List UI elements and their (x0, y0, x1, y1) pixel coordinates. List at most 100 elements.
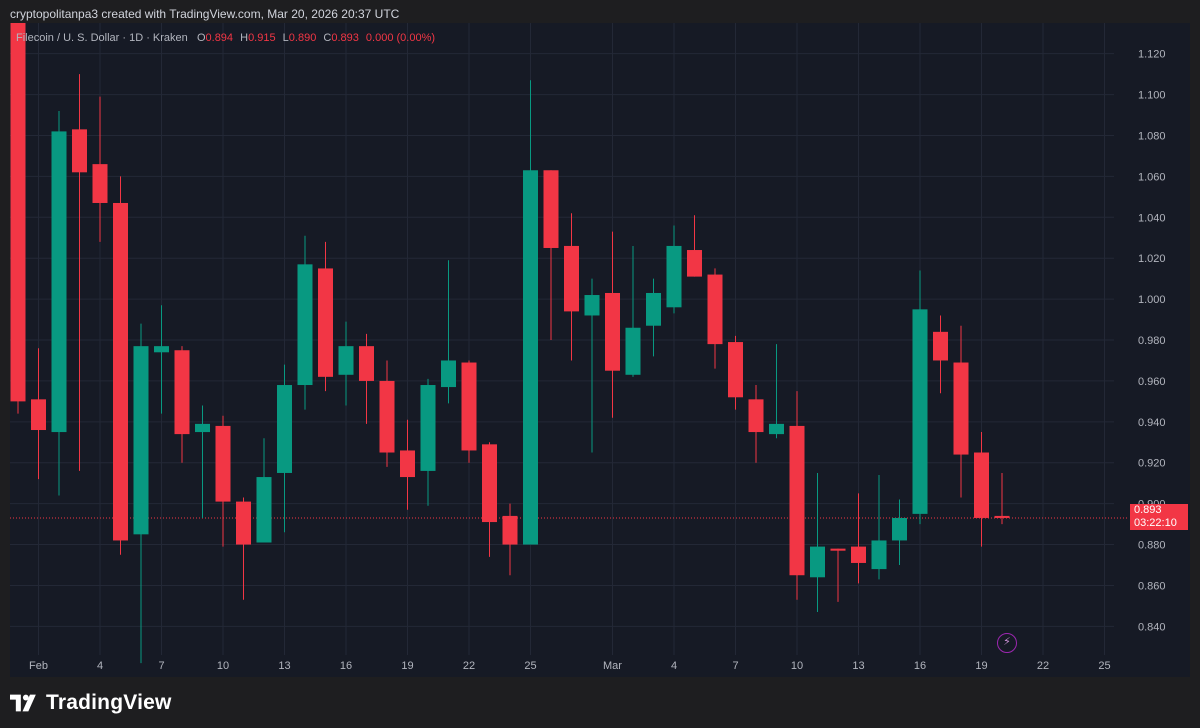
candle-body (974, 452, 989, 518)
candle (113, 176, 128, 555)
candle (564, 213, 579, 361)
price-tick-label: 0.960 (1138, 376, 1166, 388)
candle-body (215, 425, 231, 502)
candle (133, 323, 149, 664)
date-tick-label: 22 (463, 660, 475, 672)
candle-body (318, 268, 333, 377)
candle-body (666, 245, 682, 308)
candle (502, 503, 518, 576)
candle (461, 360, 477, 463)
chart-pane[interactable]: 1.120 1.100 1.080 1.060 1.040 1.020 1.000 0.980… (10, 23, 1190, 677)
candle-body (994, 515, 1010, 518)
candle-body (748, 399, 764, 433)
candle (584, 278, 600, 453)
date-tick-label: Feb (29, 660, 48, 672)
candle (215, 415, 231, 547)
candle-body (728, 342, 743, 398)
candle-body (523, 170, 538, 545)
candle-body (256, 477, 272, 543)
candle (851, 493, 866, 584)
candle (154, 305, 169, 414)
candle (912, 270, 928, 525)
candle-body (92, 164, 108, 203)
candle-body (174, 350, 190, 435)
price-tick-label: 1.060 (1138, 171, 1166, 183)
candle-body (236, 501, 251, 545)
price-tick-label: 1.080 (1138, 130, 1166, 142)
candle (707, 268, 723, 369)
close-value: 0.893 (331, 32, 359, 44)
price-tick-label: 1.000 (1138, 294, 1166, 306)
date-tick-label: 22 (1037, 660, 1049, 672)
candle-body (72, 129, 87, 173)
candle (994, 472, 1010, 525)
candle (277, 364, 292, 533)
candle (236, 497, 251, 600)
high-label: H (240, 32, 249, 44)
price-tick-label: 1.120 (1138, 49, 1166, 61)
candle (666, 225, 682, 314)
candle-body (31, 399, 46, 431)
candle (892, 499, 907, 566)
candle-body (441, 360, 456, 388)
candle-body (113, 202, 128, 541)
candle-body (707, 274, 723, 345)
brand-name: TradingView (46, 691, 172, 714)
date-tick-label: 10 (217, 660, 229, 672)
candle (297, 235, 313, 410)
candle-body (400, 450, 415, 478)
candle (482, 442, 497, 557)
low-value: 0.890 (288, 32, 317, 44)
candle-body (871, 540, 887, 570)
candle-body (810, 546, 825, 578)
candle-body (461, 362, 477, 451)
candle (953, 325, 969, 498)
tradingview-brand: TradingView (10, 690, 172, 716)
lightning-icon[interactable]: ⚡ (997, 633, 1017, 653)
candle-body (359, 346, 374, 381)
price-tick-label: 0.980 (1138, 335, 1166, 347)
price-tick-label: 1.020 (1138, 253, 1166, 265)
candle-body (379, 380, 395, 453)
candles (10, 23, 1010, 664)
last-price-tag: 0.893 03:22:10 (1130, 504, 1188, 530)
candle (400, 419, 415, 510)
change-value: 0.000 (0.00%) (365, 32, 436, 44)
date-tick-label: 13 (852, 660, 864, 672)
candle-body (646, 292, 661, 326)
candle (318, 241, 333, 392)
candle (830, 548, 846, 602)
high-value: 0.915 (248, 32, 276, 44)
candle (174, 346, 190, 463)
candle (31, 348, 46, 480)
candle (748, 385, 764, 463)
candle (605, 231, 620, 418)
candle-body (892, 517, 907, 541)
price-tick-label: 0.840 (1138, 621, 1166, 633)
low-label: L (282, 32, 289, 44)
candle (338, 321, 354, 406)
price-axis[interactable]: 1.120 1.100 1.080 1.060 1.040 1.020 1.000 0.980… (1138, 49, 1166, 634)
date-tick-label: 19 (975, 660, 987, 672)
close-label: C (323, 32, 332, 44)
candle (523, 80, 538, 545)
candle (420, 378, 436, 506)
candle-body (10, 23, 26, 402)
candle-body (502, 515, 518, 545)
candle-body (687, 250, 702, 277)
date-tick-label: 19 (401, 660, 413, 672)
date-tick-label: 16 (914, 660, 926, 672)
candle-body (482, 444, 497, 523)
candle-body (133, 346, 149, 535)
date-tick-label: 16 (340, 660, 352, 672)
candle-body (605, 292, 620, 371)
candlestick-chart[interactable]: 1.120 1.100 1.080 1.060 1.040 1.020 1.000 0.980… (10, 23, 1190, 677)
price-tick-label: 0.940 (1138, 417, 1166, 429)
price-tick-label: 0.880 (1138, 540, 1166, 552)
candle (256, 438, 272, 543)
candle-body (297, 264, 313, 386)
time-axis[interactable]: Feb 4 7 10 13 16 19 22 25 Mar 4 7 10 13 16 19 22 25 (29, 660, 1111, 672)
candle (810, 472, 825, 613)
bar-countdown: 03:22:10 (1134, 517, 1177, 529)
candle-body (830, 548, 846, 551)
